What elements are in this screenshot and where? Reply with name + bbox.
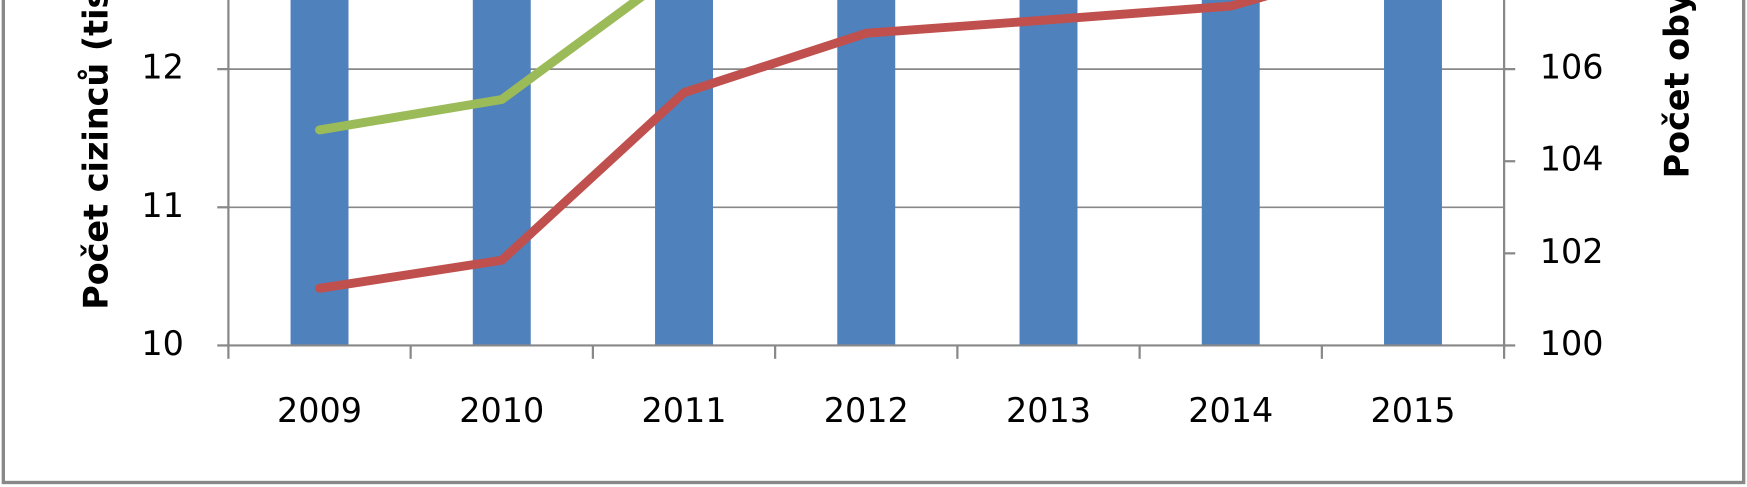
axes: 10 11 12 100 102 104 106 2009 2010 2011 2012 2013 20… [141,0,1604,430]
y2-tick-label: 102 [1540,232,1604,271]
line-series [315,0,645,135]
x-tick-label: 2012 [824,391,909,430]
x-tick-label: 2010 [459,391,544,430]
bar [1201,0,1260,346]
bar [837,0,896,346]
y2-tick-label: 100 [1540,324,1604,363]
y2-tick-label: 106 [1540,48,1604,87]
y2-tick-label: 104 [1540,140,1604,179]
y-tick-label: 10 [141,324,184,363]
x-tick-label: 2011 [641,391,726,430]
bar [472,0,531,346]
y-tick-label: 11 [141,186,184,225]
line-series [315,0,1268,293]
x-tick-label: 2014 [1188,391,1273,430]
bar [655,0,713,346]
bar [1384,0,1442,346]
bar [290,0,349,346]
bar [1019,0,1078,346]
y-tick-label: 12 [141,48,184,87]
y2-axis-title: Počet obyvatel (tis.) [1658,0,1697,178]
y-axis-title: Počet cizinců (tis.) [77,0,116,310]
x-tick-label: 2009 [277,391,362,430]
plot-area [290,0,1442,346]
x-tick-label: 2015 [1370,391,1455,430]
x-tick-label: 2013 [1006,391,1091,430]
